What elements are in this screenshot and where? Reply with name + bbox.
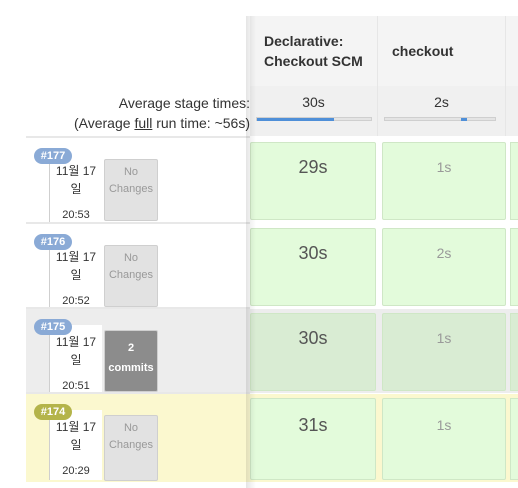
no-changes-label: No Changes (104, 159, 158, 221)
build-number-badge[interactable]: #177 (34, 148, 72, 164)
changes-line2: commits (108, 362, 154, 374)
build-date: 11월 17 (55, 335, 97, 349)
stage-name-line1: checkout (392, 43, 454, 59)
build-date-box: 11월 17 일 20:52 (49, 240, 102, 310)
stage-duration: 2s (436, 245, 452, 261)
build-date-box: 11월 17 일 20:51 (49, 325, 102, 395)
stage-cell-checkout[interactable]: 1s (382, 398, 506, 480)
commits-button[interactable]: 2 commits (104, 330, 158, 392)
stage-avg-time: 30s (302, 94, 325, 110)
stage-avg-cell-0: 30s (250, 86, 378, 136)
stage-avg-cell-partial (506, 86, 518, 136)
no-changes-label: No Changes (104, 245, 158, 307)
stage-cell-declarative-checkout-scm[interactable]: 29s (250, 142, 376, 220)
build-time: 20:29 (62, 465, 90, 477)
build-date-day: 일 (70, 182, 82, 196)
no-changes-label: No Changes (104, 415, 158, 481)
build-time: 20:53 (62, 209, 90, 221)
stage-avg-progress-bar (256, 117, 372, 121)
build-date: 11월 17 (55, 250, 97, 264)
stage-duration: 1s (436, 330, 452, 346)
row-divider (26, 307, 250, 309)
row-divider (26, 136, 250, 138)
changes-line1: No (123, 422, 139, 434)
column-shadow (246, 16, 256, 488)
build-number-badge[interactable]: #175 (34, 319, 72, 335)
stage-cell-partial (510, 228, 518, 306)
changes-line1: 2 (127, 342, 135, 354)
build-time: 20:52 (62, 295, 90, 307)
average-stage-times-label: Average stage times: (Average full run t… (73, 95, 250, 131)
build-date-day: 일 (70, 268, 82, 282)
stage-avg-cell-1: 2s (378, 86, 506, 136)
stage-cell-declarative-checkout-scm[interactable]: 30s (250, 313, 376, 391)
build-date-box: 11월 17 일 20:53 (49, 154, 102, 224)
build-date-day: 일 (70, 353, 82, 367)
build-date-box: 11월 17 일 20:29 (49, 410, 102, 480)
full-run-time-link[interactable]: full (134, 115, 153, 131)
stage-cell-declarative-checkout-scm[interactable]: 30s (250, 228, 376, 306)
stage-cell-partial (510, 142, 518, 220)
build-time: 20:51 (62, 380, 90, 392)
build-number-badge[interactable]: #176 (34, 234, 72, 250)
build-date: 11월 17 (55, 420, 97, 434)
changes-line2: Changes (108, 183, 154, 195)
stage-cell-partial (510, 313, 518, 391)
stage-name-line1: Declarative: (264, 33, 344, 49)
progress-fill (257, 118, 334, 121)
stage-duration: 31s (298, 415, 328, 435)
stage-avg-time: 2s (434, 94, 449, 110)
stage-header-next-partial (506, 16, 518, 86)
stage-cell-checkout[interactable]: 1s (382, 142, 506, 220)
stage-cell-checkout[interactable]: 1s (382, 313, 506, 391)
changes-line1: No (123, 166, 139, 178)
build-date: 11월 17 (55, 164, 97, 178)
stage-duration: 29s (298, 157, 328, 177)
row-divider (26, 222, 250, 224)
stage-duration: 1s (436, 417, 452, 433)
stage-name-line2: Checkout SCM (264, 53, 363, 69)
stage-duration: 1s (436, 159, 452, 175)
stage-cell-partial (510, 398, 518, 480)
stage-header-declarative-checkout-scm[interactable]: Declarative: Checkout SCM (250, 16, 378, 86)
stage-cell-checkout[interactable]: 2s (382, 228, 506, 306)
stage-header-checkout[interactable]: checkout (378, 16, 506, 86)
stage-avg-progress-bar (384, 117, 496, 121)
build-number-badge[interactable]: #174 (34, 404, 72, 420)
stage-duration: 30s (298, 328, 328, 348)
build-date-day: 일 (70, 438, 82, 452)
changes-line2: Changes (108, 439, 154, 451)
row-divider (26, 392, 250, 394)
changes-line2: Changes (108, 269, 154, 281)
changes-line1: No (123, 252, 139, 264)
progress-fill (461, 118, 467, 121)
stage-duration: 30s (298, 243, 328, 263)
stage-cell-declarative-checkout-scm[interactable]: 31s (250, 398, 376, 480)
